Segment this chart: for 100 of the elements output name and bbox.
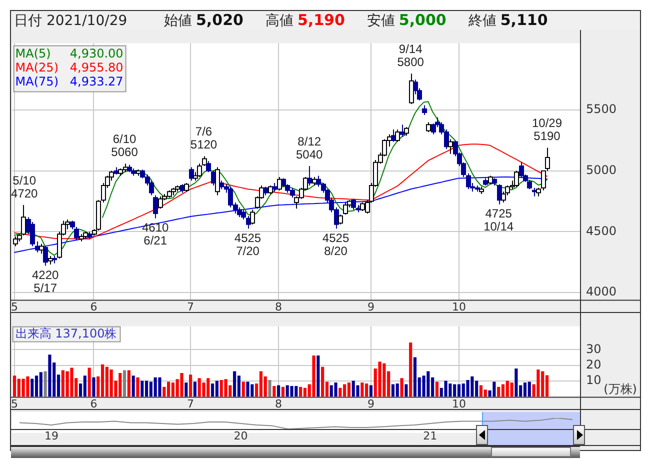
bar: [83, 376, 86, 397]
text: 始値 5,020: [164, 11, 244, 29]
bar: [180, 372, 184, 397]
y-tick-label: 10: [586, 373, 602, 388]
bar: [184, 382, 188, 397]
bar: [100, 364, 104, 397]
bar: [132, 376, 135, 397]
bar: [391, 384, 395, 397]
y-tick-label: 4500: [586, 224, 617, 238]
y-tick-label: 20: [586, 358, 602, 372]
annotation: 6/10 5060: [111, 132, 138, 159]
bar: [497, 386, 500, 397]
x-tick-label: 7: [187, 300, 194, 314]
bar: [242, 382, 245, 397]
annotation: 4220 5/17: [32, 268, 59, 296]
bar: [409, 342, 412, 397]
bar: [413, 357, 417, 397]
bar: [166, 382, 170, 397]
bar: [435, 382, 439, 397]
annotation: 4525 8/20: [322, 230, 350, 258]
bar: [246, 382, 250, 397]
x-tick-label: 9: [367, 397, 374, 410]
x-tick-label: 10: [452, 397, 466, 410]
chart-title: 出来高 137,100株: [15, 326, 117, 340]
bar: [338, 388, 342, 397]
bar: [321, 366, 324, 397]
annotation: 4610 6/21: [142, 220, 169, 248]
chart-title: 日付 2021/10/29: [14, 12, 128, 30]
y-axis-title: (万株): [604, 382, 637, 396]
bar: [299, 386, 302, 397]
bar: [44, 371, 47, 397]
x-tick-label: 10: [452, 300, 466, 314]
x-tick-label: 21: [423, 429, 438, 442]
x-tick-label: 19: [44, 429, 58, 442]
bar: [528, 382, 531, 397]
text: 高値 5,190: [265, 11, 345, 29]
bar: [12, 376, 16, 397]
bar: [39, 372, 42, 397]
bar: [277, 385, 280, 397]
bar: [281, 386, 284, 397]
bar: [545, 375, 549, 397]
x-tick-label: 9: [367, 300, 374, 314]
x-tick-label: 6: [90, 300, 98, 314]
bar: [158, 377, 162, 397]
bar: [211, 383, 214, 397]
text: MA(25) 4,955.80: [15, 60, 124, 74]
bar: [290, 386, 294, 397]
bar: [457, 384, 461, 397]
bar: [224, 379, 228, 397]
bar: [444, 380, 448, 397]
bar: [404, 384, 408, 397]
bar: [26, 376, 30, 397]
x-tick-label: 8: [275, 397, 282, 410]
bar: [88, 368, 91, 397]
bar: [140, 380, 144, 397]
x-tick-label: 20: [234, 429, 248, 442]
bar: [479, 385, 483, 397]
bar: [501, 384, 505, 397]
text: 安値 5,000: [366, 11, 446, 29]
bar: [70, 368, 74, 397]
bar: [312, 356, 316, 397]
y-tick-label: 30: [586, 342, 602, 356]
bar: [215, 380, 218, 397]
bar: [356, 385, 360, 397]
bar: [316, 356, 320, 397]
y-tick-label: 4000: [586, 284, 617, 299]
bar: [378, 362, 382, 397]
text: MA(75) 4,933.27: [15, 74, 124, 88]
x-tick-label: 6: [90, 397, 98, 410]
annotation: 4525 7/20: [234, 230, 262, 258]
annotation: 9/14 5800: [397, 42, 424, 69]
bar: [144, 380, 148, 397]
bar: [136, 377, 140, 397]
bar: [193, 382, 196, 397]
annotation: 4725 10/14: [484, 206, 514, 234]
x-tick-label: 7: [187, 397, 194, 410]
bar: [396, 383, 399, 397]
annotation: 5/10 4720: [10, 173, 38, 200]
bar: [92, 377, 96, 397]
text: 終値 5,110: [468, 11, 548, 29]
x-tick-label: 5: [11, 397, 18, 410]
bar: [510, 382, 514, 397]
y-tick-label: 5500: [586, 102, 617, 116]
x-tick-label: 5: [11, 300, 18, 314]
y-tick-label: 5000: [586, 163, 617, 178]
bar: [347, 382, 351, 397]
annotation: 10/29 5190: [532, 116, 562, 144]
bar: [22, 378, 25, 397]
bar: [34, 376, 38, 397]
text: MA(5) 4,930.00: [15, 46, 124, 60]
bar: [369, 385, 373, 397]
bar: [233, 371, 236, 397]
bar: [272, 386, 276, 397]
bar: [122, 370, 126, 397]
bar: [536, 370, 540, 397]
bar: [127, 370, 130, 397]
bar: [514, 368, 518, 397]
annotation: 7/6 5120: [190, 124, 218, 152]
x-tick-label: 8: [275, 300, 282, 314]
bar: [466, 380, 470, 397]
